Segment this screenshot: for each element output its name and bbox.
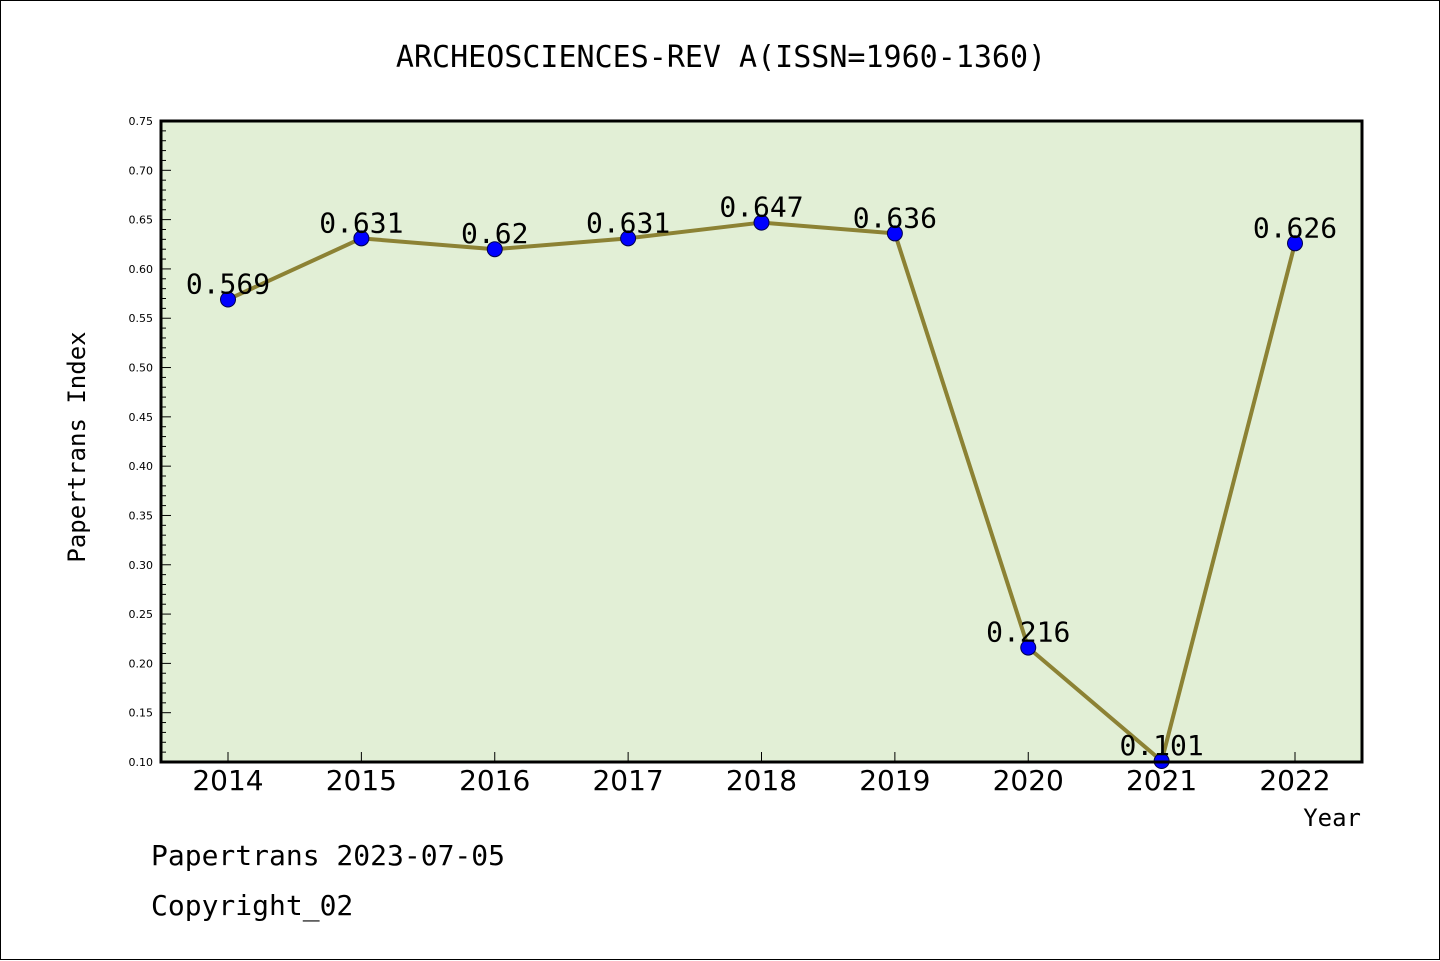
y-tick-label: 0.50 — [129, 362, 154, 375]
data-point — [886, 225, 903, 242]
y-tick-label: 0.35 — [129, 509, 154, 522]
data-label: 0.631 — [319, 206, 403, 239]
data-point — [1020, 639, 1037, 656]
data-label: 0.631 — [586, 206, 670, 239]
data-point — [353, 230, 370, 247]
data-label: 0.62 — [461, 217, 528, 250]
y-tick-label: 0.60 — [129, 263, 154, 276]
x-tick-label: 2019 — [859, 764, 930, 797]
data-point — [486, 241, 503, 258]
footer-date: Papertrans 2023-07-05 — [151, 839, 505, 872]
data-label: 0.216 — [986, 616, 1070, 649]
x-tick-label: 2016 — [459, 764, 530, 797]
y-tick-label: 0.40 — [129, 460, 154, 473]
x-tick-label: 2015 — [326, 764, 397, 797]
y-tick-label: 0.10 — [129, 756, 154, 769]
data-label: 0.647 — [719, 191, 803, 224]
y-tick-label: 0.65 — [129, 214, 154, 227]
data-label: 0.569 — [186, 267, 270, 300]
chart-title: ARCHEOSCIENCES-REV A(ISSN=1960-1360) — [396, 40, 1046, 75]
y-tick-label: 0.70 — [129, 164, 154, 177]
x-axis-label: Year — [1303, 804, 1361, 832]
x-tick-label: 2014 — [192, 764, 263, 797]
y-axis-ticks: 0.10 0.15 0.20 0.25 0.30 0.35 0.40 0.45 0.50 0.55… — [129, 115, 171, 769]
y-tick-label: 0.25 — [129, 608, 154, 621]
x-tick-label: 2017 — [592, 764, 663, 797]
x-axis-ticks: 2014 2015 2016 2017 2018 2019 2020 2021 2022 — [192, 752, 1331, 797]
y-tick-label: 0.75 — [129, 115, 154, 128]
x-tick-label: 2020 — [993, 764, 1064, 797]
y-tick-label: 0.45 — [129, 411, 154, 424]
data-labels: 0.569 0.631 0.62 0.631 0.647 0.636 0.216 0.101 0… — [186, 191, 1337, 762]
data-series — [220, 214, 1303, 770]
y-tick-label: 0.55 — [129, 312, 154, 325]
data-label: 0.636 — [853, 201, 937, 234]
data-label: 0.626 — [1253, 211, 1337, 244]
y-tick-label: 0.15 — [129, 707, 154, 720]
plot-border — [159, 119, 1364, 764]
data-point — [620, 230, 637, 247]
x-tick-label: 2022 — [1259, 764, 1330, 797]
data-point — [753, 214, 770, 231]
data-point — [220, 291, 236, 308]
x-tick-label: 2018 — [726, 764, 797, 797]
y-tick-label: 0.20 — [129, 657, 154, 670]
data-point — [1287, 235, 1303, 252]
footer-copyright: Copyright_02 — [151, 889, 353, 923]
data-label: 0.101 — [1119, 729, 1203, 762]
x-tick-label: 2021 — [1126, 764, 1197, 797]
y-tick-label: 0.30 — [129, 559, 154, 572]
y-axis-label: Papertrans Index — [63, 331, 91, 562]
